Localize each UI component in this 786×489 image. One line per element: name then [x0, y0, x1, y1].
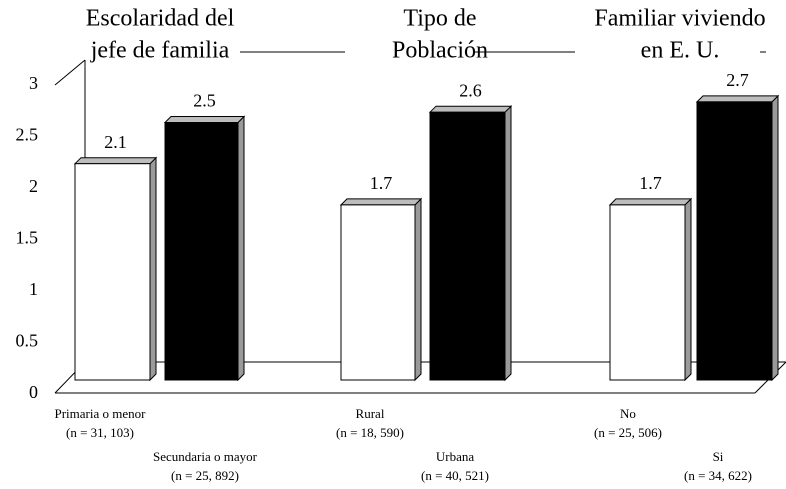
- y-tick-label: 2.5: [16, 125, 39, 145]
- bar-top: [73, 157, 158, 165]
- y-tick-label: 0: [29, 382, 38, 402]
- value-label: 2.7: [726, 70, 749, 90]
- value-label: 2.6: [459, 80, 482, 100]
- x-tick-count: (n = 25, 892): [171, 468, 239, 483]
- bar: [340, 204, 416, 381]
- group-title: Población: [392, 38, 488, 64]
- x-tick-label: Secundaria o mayor: [153, 449, 258, 464]
- bar-side: [504, 104, 512, 382]
- x-tick-label: No: [620, 406, 636, 421]
- bar: [429, 111, 506, 381]
- value-label: 2.1: [104, 132, 127, 152]
- x-tick-count: (n = 34, 622): [684, 468, 752, 483]
- bar-top: [339, 198, 423, 206]
- value-label: 1.7: [370, 173, 393, 193]
- y-tick-label: 1.5: [16, 228, 39, 248]
- x-tick-count: (n = 40, 521): [421, 468, 489, 483]
- bar: [74, 163, 151, 381]
- y-tick-label: 2: [29, 176, 38, 196]
- y-tick-label: 0.5: [16, 331, 39, 351]
- bar: [164, 122, 239, 381]
- bar-side: [237, 115, 245, 382]
- value-label: 1.7: [639, 173, 662, 193]
- bar-side: [149, 156, 157, 382]
- y-tick-label: 3: [29, 73, 38, 93]
- x-tick-label: Primaria o menor: [55, 406, 147, 421]
- group-title: Tipo de: [403, 6, 476, 32]
- group-title: en E. U.: [641, 38, 720, 64]
- bar-side: [414, 197, 422, 382]
- bar-top: [428, 105, 513, 113]
- x-tick-count: (n = 25, 506): [594, 425, 662, 440]
- bar-side: [771, 94, 779, 382]
- value-label: 2.5: [193, 91, 216, 111]
- x-tick-label: Si: [713, 449, 724, 464]
- x-tick-label: Rural: [356, 406, 385, 421]
- x-tick-count: (n = 18, 590): [336, 425, 404, 440]
- bar: [696, 101, 773, 381]
- group-title: jefe de familia: [90, 38, 230, 64]
- bar: [609, 204, 686, 381]
- group-title: Familiar viviendo: [594, 6, 765, 32]
- group-title: Escolaridad del: [86, 6, 235, 32]
- x-tick-count: (n = 31, 103): [66, 425, 134, 440]
- bar-top: [695, 95, 780, 103]
- y-tick-label: 1: [29, 279, 38, 299]
- bar-top: [163, 116, 246, 123]
- x-tick-label: Urbana: [436, 449, 474, 464]
- bar-top: [608, 198, 693, 206]
- bar-side: [684, 197, 692, 382]
